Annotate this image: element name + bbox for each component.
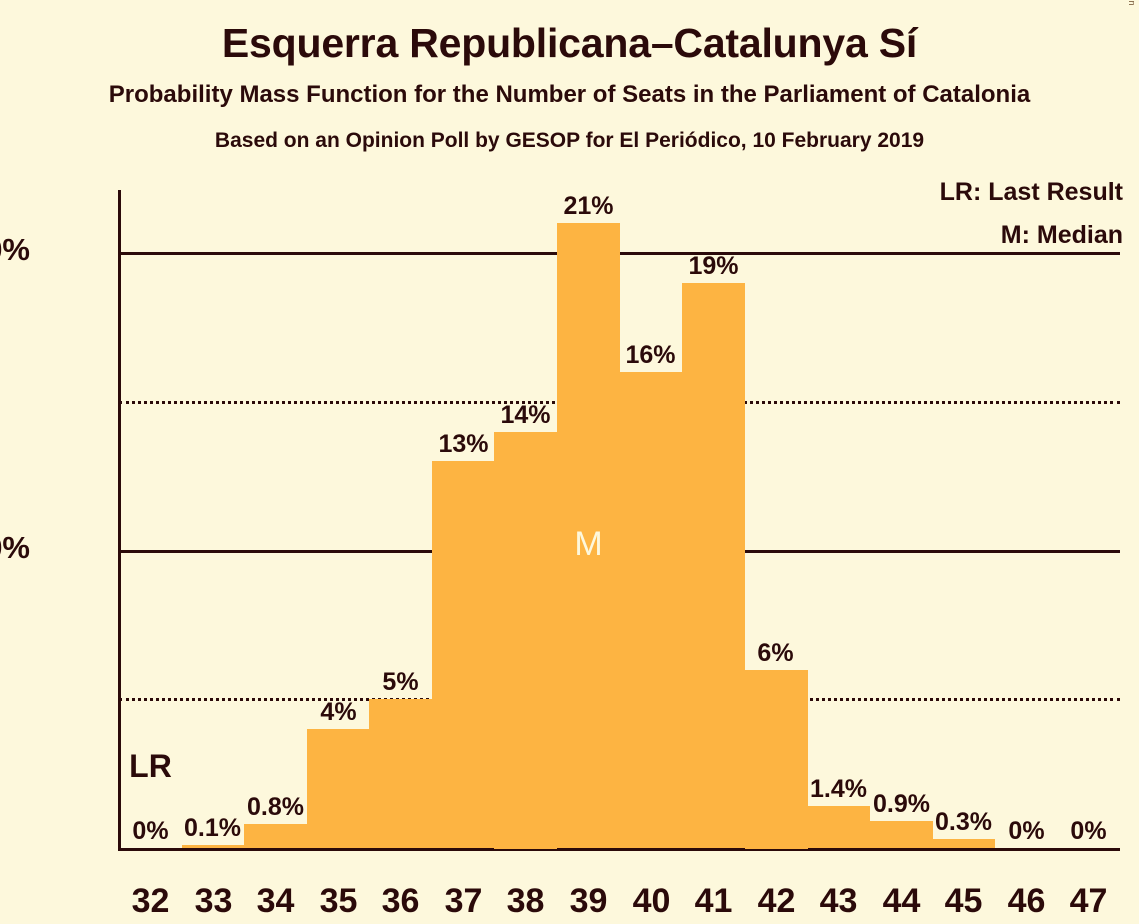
bar-seat-39 <box>557 223 620 848</box>
bar-value-label-41: 19% <box>688 252 739 280</box>
median-marker: M <box>574 525 603 563</box>
bar-value-label-44: 0.9% <box>873 790 930 818</box>
page-title: Esquerra Republicana–Catalunya Sí <box>221 20 918 66</box>
chart-subtitle: Probability Mass Function for the Number… <box>108 81 1031 109</box>
bar-value-label-33: 0.1% <box>184 814 241 842</box>
bar-value-label-39: 21% <box>563 192 614 220</box>
x-tick-label-46: 46 <box>1007 882 1046 920</box>
bar-seat-38 <box>494 432 557 849</box>
bar-value-label-38: 14% <box>500 401 551 429</box>
x-tick-label-38: 38 <box>506 882 545 920</box>
x-tick-label-33: 33 <box>194 882 233 920</box>
bar-seat-45 <box>932 839 995 848</box>
x-tick-label-32: 32 <box>131 882 170 920</box>
bar-value-label-42: 6% <box>757 639 794 667</box>
chart-header: Esquerra Republicana–Catalunya Sí Probab… <box>0 0 1139 153</box>
bar-seat-44 <box>870 821 933 848</box>
x-tick-label-39: 39 <box>569 882 608 920</box>
x-tick-label-35: 35 <box>319 882 358 920</box>
bar-seat-35 <box>307 729 370 848</box>
bar-value-label-46: 0% <box>1008 817 1045 845</box>
x-tick-label-43: 43 <box>819 882 858 920</box>
bar-value-label-37: 13% <box>438 430 489 458</box>
bar-value-label-32: 0% <box>132 817 169 845</box>
bar-seat-42 <box>745 670 808 849</box>
bar-seat-33 <box>182 845 245 848</box>
legend-item-last-result: LR: Last Result <box>939 178 1123 206</box>
bar-value-label-43: 1.4% <box>810 775 867 803</box>
x-tick-label-40: 40 <box>632 882 671 920</box>
y-tick-label-10%: 10% <box>0 529 30 565</box>
chart-legend: LR: Last Result M: Median <box>940 180 1123 266</box>
y-axis-line <box>118 190 121 851</box>
legend-item-median: M: Median <box>1000 221 1123 249</box>
x-axis-line <box>118 848 1120 851</box>
x-tick-label-41: 41 <box>694 882 733 920</box>
bar-seat-36 <box>369 699 432 848</box>
y-tick-label-20%: 20% <box>0 232 30 267</box>
bar-seat-41 <box>682 283 745 848</box>
bar-value-label-34: 0.8% <box>247 793 304 821</box>
bar-value-label-47: 0% <box>1070 817 1107 845</box>
last-result-marker: LR <box>129 748 172 784</box>
x-tick-label-45: 45 <box>944 882 983 920</box>
x-tick-label-36: 36 <box>381 882 420 920</box>
bar-seat-34 <box>244 824 307 848</box>
x-tick-label-47: 47 <box>1069 882 1108 920</box>
bar-value-label-36: 5% <box>382 668 419 696</box>
x-tick-label-34: 34 <box>256 882 295 920</box>
chart-source-note: Based on an Opinion Poll by GESOP for El… <box>214 129 925 153</box>
bar-value-label-45: 0.3% <box>935 808 992 836</box>
bar-value-label-40: 16% <box>625 341 676 369</box>
x-tick-label-44: 44 <box>882 882 921 920</box>
bar-value-label-35: 4% <box>320 698 357 726</box>
bar-seat-37 <box>432 461 495 848</box>
bar-seat-40 <box>620 372 683 848</box>
x-tick-label-42: 42 <box>757 882 796 920</box>
bar-seat-43 <box>807 806 870 848</box>
x-tick-label-37: 37 <box>444 882 483 920</box>
